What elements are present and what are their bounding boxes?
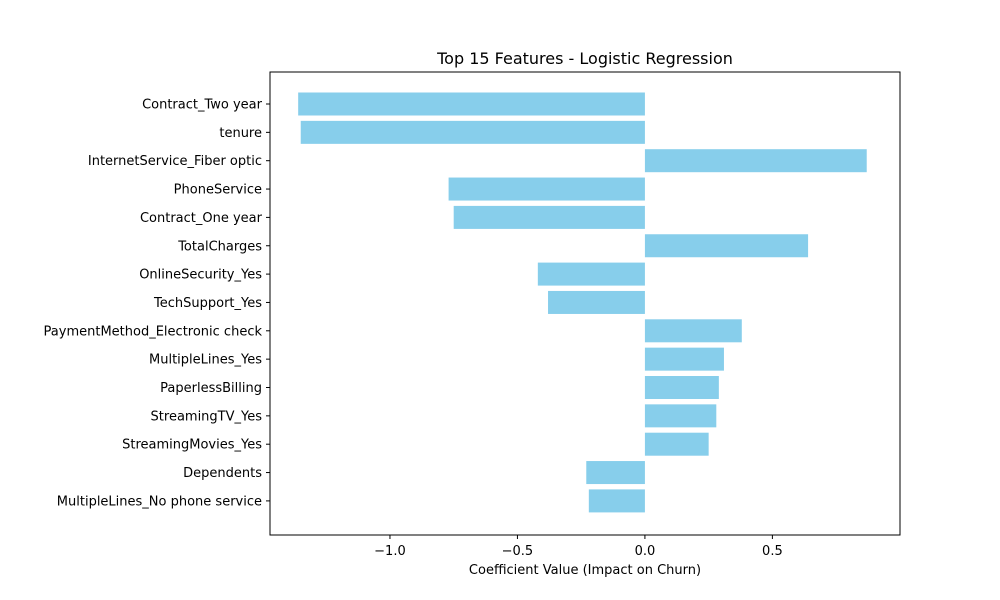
bar-contract-one-year <box>453 205 645 229</box>
y-axis-ticks: Contract_Two year tenure InternetService_F… <box>44 98 270 509</box>
bar-dependents <box>586 461 645 485</box>
bar-contract-two-year <box>298 92 645 116</box>
x-axis-ticks: −1.0 −0.5 0.0 0.5 <box>374 535 783 559</box>
bars-layer <box>298 92 867 513</box>
bar-streamingmovies-yes <box>644 432 709 456</box>
y-tick-label: InternetService_Fiber optic <box>88 154 262 169</box>
x-tick-label: −0.5 <box>502 544 534 559</box>
bar-multiplelines-yes <box>644 347 724 371</box>
bar-techsupport-yes <box>548 290 645 314</box>
x-tick-label: −1.0 <box>374 544 406 559</box>
bar-paymentmethod-electronic-check <box>644 319 742 343</box>
y-tick-label: PaymentMethod_Electronic check <box>44 324 263 339</box>
y-tick-label: PhoneService <box>174 183 262 198</box>
bar-totalcharges <box>644 234 809 258</box>
y-tick-label: Contract_Two year <box>142 98 263 113</box>
bar-streamingtv-yes <box>644 404 717 428</box>
y-tick-label: MultipleLines_Yes <box>149 353 262 368</box>
bar-phoneservice <box>448 177 645 201</box>
x-axis-label: Coefficient Value (Impact on Churn) <box>469 563 701 578</box>
y-tick-label: MultipleLines_No phone service <box>57 494 262 509</box>
y-tick-label: Dependents <box>183 466 262 481</box>
y-tick-label: tenure <box>219 126 262 141</box>
x-tick-label: 0.0 <box>635 544 656 559</box>
chart-title: Top 15 Features - Logistic Regression <box>436 49 733 68</box>
y-tick-label: Contract_One year <box>140 211 263 226</box>
y-tick-label: TechSupport_Yes <box>153 296 262 311</box>
bar-multiplelines-no-phone-service <box>588 489 645 513</box>
bar-onlinesecurity-yes <box>537 262 645 286</box>
y-tick-label: StreamingTV_Yes <box>151 409 263 424</box>
y-tick-label: OnlineSecurity_Yes <box>139 268 262 283</box>
bar-tenure <box>300 120 645 144</box>
x-tick-label: 0.5 <box>762 544 783 559</box>
y-tick-label: TotalCharges <box>177 239 262 254</box>
bar-paperlessbilling <box>644 376 719 399</box>
y-tick-label: PaperlessBilling <box>160 381 262 396</box>
y-tick-label: StreamingMovies_Yes <box>122 438 262 453</box>
plot-frame <box>269 71 901 536</box>
bar-internetservice-fiber-optic <box>644 149 867 173</box>
